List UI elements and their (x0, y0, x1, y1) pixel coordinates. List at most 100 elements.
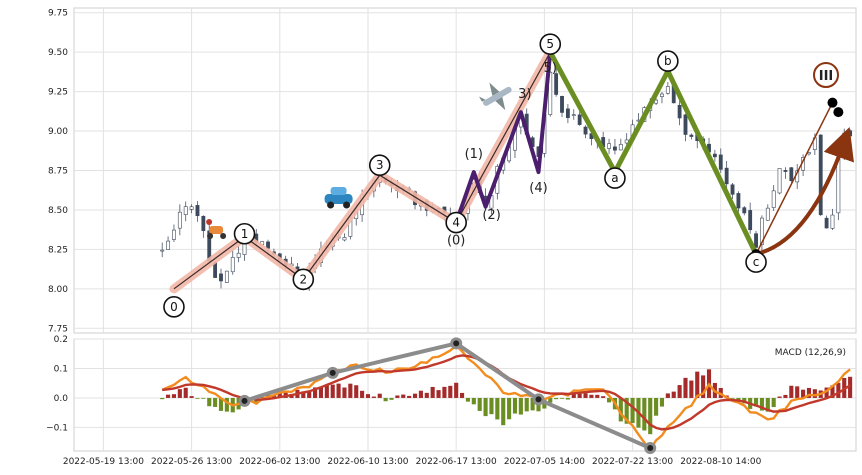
candle-body (189, 206, 194, 210)
candle-body (824, 217, 829, 229)
macd-line (161, 343, 851, 452)
macd-histogram-bar (412, 393, 418, 398)
macd-histogram-bar (559, 397, 565, 399)
candle-body (230, 257, 235, 273)
macd-histogram-bar (777, 396, 782, 398)
candle-body (765, 207, 770, 221)
macd-y-tick-label: 0.2 (54, 335, 68, 345)
divergence-point (241, 397, 248, 404)
macd-histogram-bar (836, 382, 841, 398)
target-label-circle (813, 62, 839, 88)
candle-body (224, 270, 229, 283)
wave-label-circle (445, 211, 467, 234)
macd-histogram-bar (630, 397, 635, 424)
target-dot (827, 97, 838, 108)
candle-body (160, 249, 165, 252)
candle-body (236, 252, 241, 258)
macd-histogram-bar (348, 383, 353, 398)
candle-body (583, 126, 588, 135)
candle-body (718, 154, 723, 170)
macd-histogram-bar (783, 394, 788, 398)
candle-body (724, 167, 729, 185)
candle-body (818, 134, 823, 216)
macd-histogram-bar (759, 397, 764, 411)
wave-label-circle (368, 154, 391, 177)
candle-body (830, 214, 835, 229)
airplane-icon (478, 82, 512, 111)
divergence-point (453, 340, 460, 347)
macd-histogram-bar (471, 397, 476, 405)
macd-histogram-bar (389, 397, 394, 400)
macd-histogram-bar (548, 397, 553, 403)
price-y-tick-label: 8.75 (48, 167, 68, 177)
sub-wave-label: 3) (518, 87, 531, 102)
x-tick-label: 2022-08-10 14:00 (680, 457, 761, 467)
macd-histogram-bar (695, 371, 700, 398)
candle-body (577, 114, 582, 125)
macd-histogram-bar (301, 391, 306, 398)
wave-label-circle (604, 167, 626, 189)
projection-arrow (755, 127, 854, 257)
macd-histogram-bar (501, 397, 506, 426)
macd-histogram-bar (483, 397, 488, 417)
macd-histogram-bar (189, 396, 194, 398)
scooter-icon (206, 219, 227, 240)
target-label: III (819, 69, 834, 84)
macd-histogram-bar (383, 397, 388, 402)
macd-histogram-bar (654, 397, 659, 416)
price-y-tick-label: 9.00 (48, 127, 68, 137)
candle-body (607, 143, 611, 149)
candle-body (183, 206, 188, 215)
impulse-wave-line (173, 51, 551, 290)
macd-histogram-bar (460, 392, 465, 398)
wave-label: b (664, 54, 672, 68)
car-icon (324, 187, 353, 209)
macd-histogram-bar (318, 386, 324, 398)
wave-label: c (753, 255, 760, 269)
sub-wave-label: (1) (465, 147, 483, 162)
macd-histogram-bar (342, 387, 347, 398)
x-tick-label: 2022-06-10 13:00 (327, 457, 408, 467)
macd-histogram-bar (454, 382, 459, 398)
macd-histogram-bar (171, 394, 177, 398)
macd-histogram-bar (277, 392, 282, 398)
macd-plot-area (73, 338, 857, 452)
macd-histogram-bar (418, 390, 423, 398)
macd-histogram-bar (665, 393, 670, 398)
macd-histogram-bar (824, 387, 829, 398)
wave-label-circle (292, 268, 315, 291)
macd-histogram-bar (848, 376, 853, 398)
sub-wave-line (454, 51, 553, 224)
macd-histogram-bar (801, 389, 806, 398)
target-dot (833, 107, 844, 118)
wave-label-circle (233, 222, 256, 245)
macd-histogram-bar (642, 397, 647, 431)
macd-panel: 2022-05-19 13:00 2022-05-26 13:00 2022-06-… (46, 335, 857, 467)
candle-body (730, 184, 735, 195)
macd-histogram-bar (524, 397, 529, 412)
macd-histogram-bar (489, 397, 494, 415)
macd-histogram-bar (377, 393, 382, 398)
wave-label: 5 (546, 37, 554, 51)
macd-histogram-bar (407, 395, 412, 398)
macd-histogram-bar (477, 397, 482, 411)
price-y-tick-label: 7.75 (48, 324, 68, 334)
x-tick-label: 2022-06-02 13:00 (239, 457, 320, 467)
candle-body (848, 130, 853, 137)
macd-y-tick-label: 0.0 (54, 394, 69, 404)
price-y-tick-label: 8.50 (48, 206, 68, 216)
candle-body (565, 108, 570, 118)
divergence-point (535, 396, 542, 403)
macd-histogram-bar (360, 390, 365, 398)
macd-y-tick-label: −0.1 (46, 423, 68, 433)
macd-histogram-bar (330, 384, 335, 398)
macd-histogram-bar (689, 380, 694, 398)
wave-group: 0 1 2 3 4 5 a b c (0) (1) (2) 3) (4) 5) III (163, 33, 854, 318)
macd-histogram-bar (554, 397, 559, 400)
macd-histogram-bar (430, 386, 435, 398)
macd-histogram-bar (395, 395, 400, 398)
x-tick-label: 2022-07-05 14:00 (504, 457, 585, 467)
candle-body (201, 215, 206, 231)
macd-histogram-bar (683, 377, 688, 398)
candle-body (677, 104, 682, 119)
